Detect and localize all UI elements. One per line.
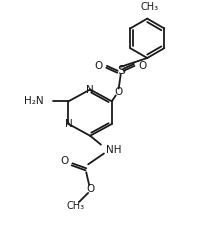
Text: O: O [86, 184, 94, 194]
Text: H₂N: H₂N [24, 96, 44, 106]
Text: O: O [115, 88, 123, 98]
Text: N: N [65, 119, 72, 129]
Text: O: O [138, 61, 147, 71]
Text: CH₃: CH₃ [140, 2, 158, 12]
Text: CH₃: CH₃ [66, 201, 84, 211]
Text: O: O [95, 61, 103, 71]
Text: S: S [117, 64, 125, 77]
Text: NH: NH [106, 144, 121, 154]
Text: N: N [86, 84, 94, 94]
Text: O: O [60, 156, 68, 166]
